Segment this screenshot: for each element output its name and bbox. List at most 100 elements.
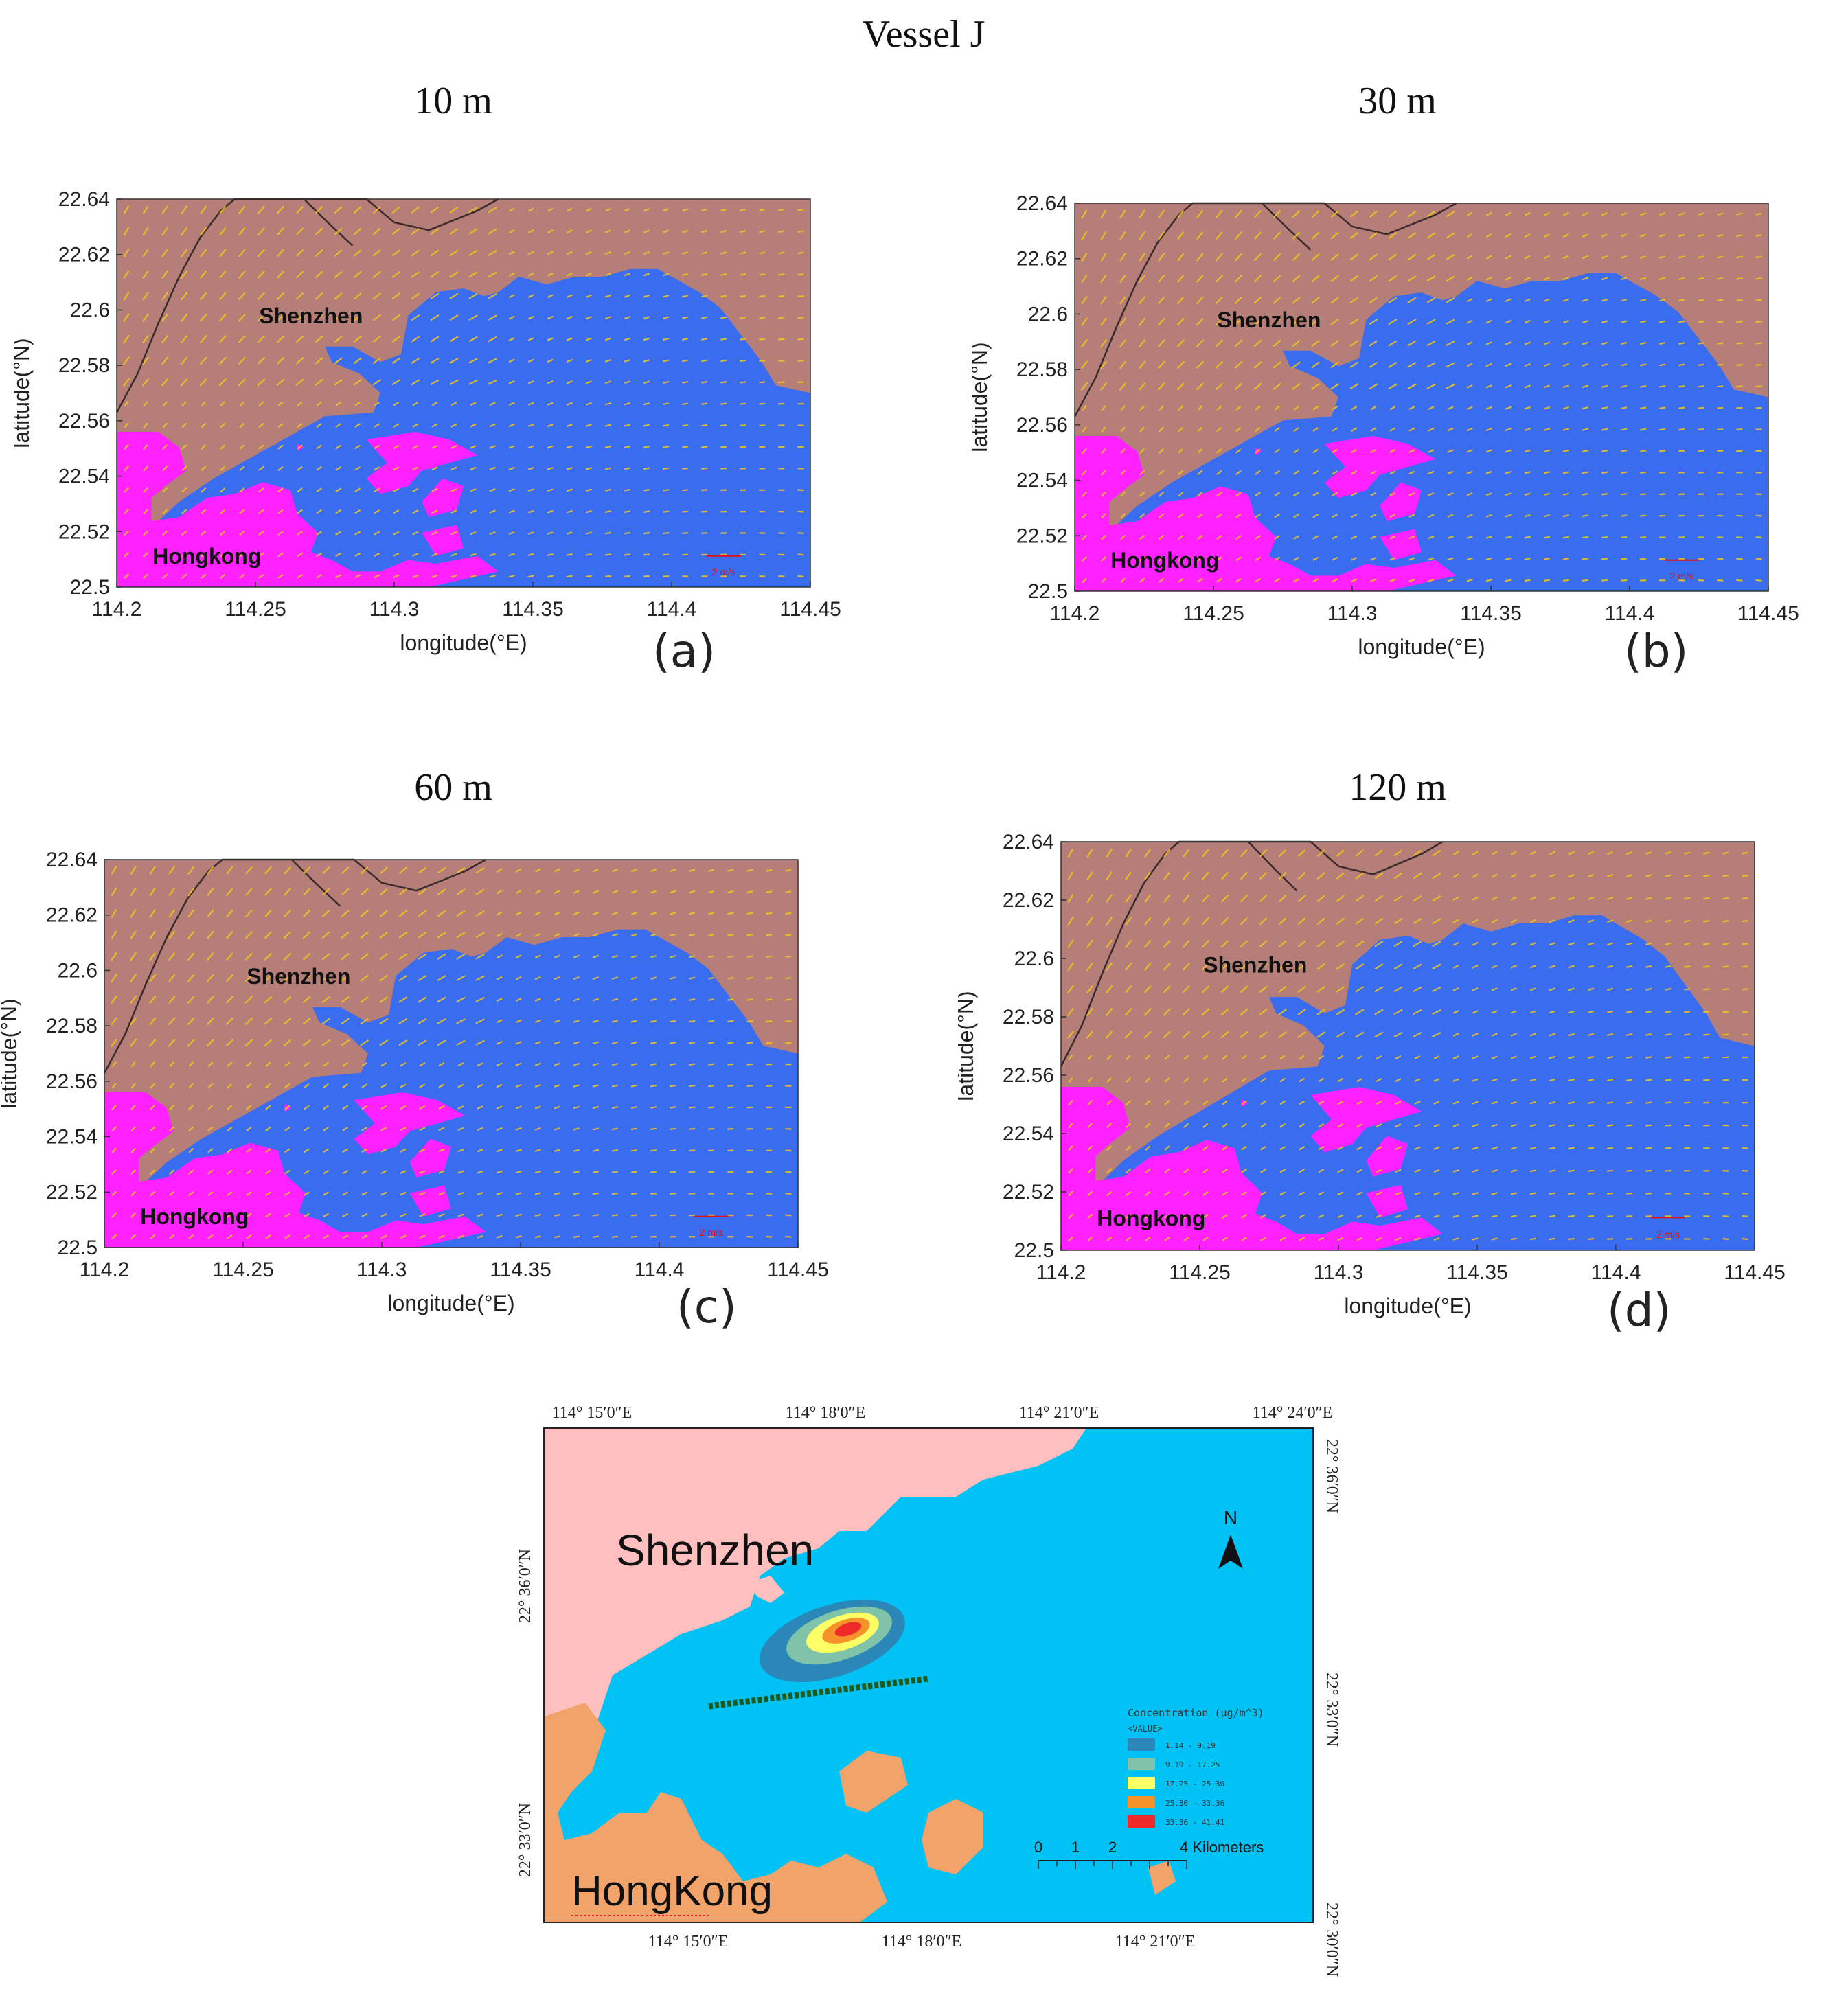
legend-swatch [1128, 1738, 1155, 1751]
figure-title: Vessel J [862, 13, 985, 56]
x-tick-label: 114.35 [490, 1258, 551, 1281]
place-label-shenzhen: Shenzhen [247, 964, 350, 989]
hongkong-land [104, 1092, 486, 1248]
left-tick-label: 22° 33′0″N [516, 1803, 534, 1877]
legend-range: 9.19 - 17.25 [1165, 1760, 1220, 1769]
y-tick-label: 22.52 [58, 520, 110, 543]
legend-range: 17.25 - 25.30 [1165, 1780, 1224, 1789]
concentration-map: Shenzhen HongKong N Concentration (μg/m^3) <… [516, 1404, 1341, 1977]
y-tick-label: 22.54 [46, 1126, 98, 1149]
island [1366, 1136, 1408, 1177]
top-tick-label: 114° 18′0″E [786, 1404, 866, 1422]
island [1241, 1099, 1248, 1107]
wind-map-panel: 2 m/s Shenzhen Hongkong 114.2 114.25 114.3 114… [14, 188, 841, 655]
y-tick-label: 22.54 [1016, 470, 1068, 492]
x-tick-label: 114.45 [779, 598, 841, 621]
legend-title: Concentration (μg/m^3) [1128, 1707, 1264, 1719]
y-axis-label: latitude(°N) [14, 338, 34, 448]
y-tick-label: 22.58 [58, 354, 110, 377]
y-tick-label: 22.64 [1003, 831, 1054, 853]
x-tick-label: 114.2 [92, 598, 142, 621]
panel-height-label: 10 m [414, 80, 492, 122]
hongkong-land [1075, 436, 1457, 591]
place-label-shenzhen: Shenzhen [1203, 952, 1307, 977]
right-tick-label: 22° 36′0″N [1323, 1439, 1341, 1513]
y-tick-label: 22.5 [1014, 1239, 1054, 1262]
y-tick-label: 22.52 [46, 1181, 98, 1204]
x-axis-label: longitude(°E) [400, 630, 527, 655]
island [1255, 447, 1262, 456]
scale-label: 2 m/s [712, 566, 735, 577]
x-tick-label: 114.25 [1183, 602, 1244, 625]
island [922, 1799, 983, 1874]
panel-height-label: 30 m [1358, 80, 1437, 122]
right-tick-label: 22° 30′0″N [1323, 1903, 1341, 1977]
island [422, 478, 464, 518]
admin-boundary [290, 859, 341, 907]
wind-vectors [110, 866, 792, 1240]
x-tick-label: 114.4 [635, 1258, 685, 1281]
wind-vectors [1066, 848, 1748, 1242]
place-label-shenzhen: Shenzhen [616, 1526, 814, 1575]
island [1148, 1861, 1176, 1895]
y-tick-label: 22.62 [1016, 248, 1068, 271]
x-tick-label: 114.35 [1460, 602, 1522, 625]
scale-label: 1 [1071, 1839, 1080, 1856]
y-tick-label: 22.56 [1003, 1064, 1054, 1087]
bottom-tick-label: 114° 18′0″E [882, 1933, 962, 1951]
y-tick-label: 22.6 [1028, 303, 1068, 325]
place-label-hongkong: Hongkong [1110, 548, 1219, 573]
x-tick-label: 114.2 [1036, 1261, 1086, 1284]
scale-label: 4 Kilometers [1180, 1839, 1264, 1856]
x-tick-label: 114.2 [1050, 602, 1100, 625]
hongkong-land [544, 1703, 887, 1922]
y-tick-label: 22.58 [1016, 358, 1068, 381]
sea-area [1102, 915, 1755, 1250]
scale-label: 2 [1108, 1839, 1117, 1856]
x-tick-label: 114.4 [1605, 602, 1655, 625]
y-tick-label: 22.52 [1016, 525, 1068, 547]
left-tick-label: 22° 36′0″N [516, 1549, 534, 1623]
y-tick-label: 22.58 [46, 1015, 98, 1037]
wind-vectors [1080, 209, 1762, 584]
pier [750, 1576, 784, 1603]
x-tick-label: 114.2 [80, 1258, 130, 1281]
x-tick-label: 114.35 [502, 598, 564, 621]
x-tick-label: 114.45 [1724, 1261, 1786, 1284]
north-arrow-icon [1218, 1535, 1243, 1569]
top-tick-label: 114° 15′0″E [552, 1404, 632, 1422]
wind-map-panel: 2 m/s Shenzhen Hongkong 114.2 114.25 114.3 114… [958, 831, 1786, 1318]
legend: Concentration (μg/m^3) <VALUE>1.14 - 9.19… [1128, 1707, 1264, 1828]
bottom-tick-label: 114° 15′0″E [648, 1933, 729, 1951]
x-tick-label: 114.25 [212, 1258, 274, 1281]
x-tick-label: 114.25 [1169, 1261, 1231, 1284]
scale-label: 0 [1034, 1839, 1042, 1856]
top-tick-label: 114° 21′0″E [1019, 1404, 1099, 1422]
y-tick-label: 22.6 [1014, 947, 1054, 970]
scale-bar: 0 1 2 4 Kilometers [1034, 1839, 1264, 1869]
legend-swatch [1128, 1815, 1155, 1828]
y-tick-label: 22.5 [1028, 580, 1068, 603]
panel-letter: (a) [652, 625, 716, 678]
y-tick-label: 22.62 [1003, 889, 1054, 912]
bottom-tick-label: 114° 21′0″E [1115, 1933, 1196, 1951]
place-label-hongkong: Hongkong [152, 544, 261, 568]
y-tick-label: 22.56 [58, 410, 110, 433]
panel-letter: (d) [1607, 1284, 1672, 1337]
scale-label: 2 m/s [700, 1227, 723, 1238]
x-axis-label: longitude(°E) [1344, 1294, 1471, 1318]
x-tick-label: 114.35 [1446, 1261, 1508, 1284]
y-tick-label: 22.5 [58, 1237, 98, 1259]
sea-area [146, 929, 799, 1248]
island [1380, 482, 1422, 522]
y-axis-label: latitude(°N) [972, 342, 992, 452]
scale-label: 2 m/s [1670, 571, 1693, 582]
wind-map-panel: 2 m/s Shenzhen Hongkong 114.2 114.25 114.3 114… [1, 849, 829, 1315]
y-tick-label: 22.64 [46, 849, 98, 871]
scale-label: 2 m/s [1656, 1229, 1680, 1240]
x-tick-label: 114.45 [1737, 602, 1799, 625]
y-tick-label: 22.58 [1003, 1006, 1054, 1028]
island [284, 1103, 292, 1112]
panel-height-label: 60 m [414, 766, 492, 809]
x-tick-label: 114.3 [369, 598, 420, 621]
